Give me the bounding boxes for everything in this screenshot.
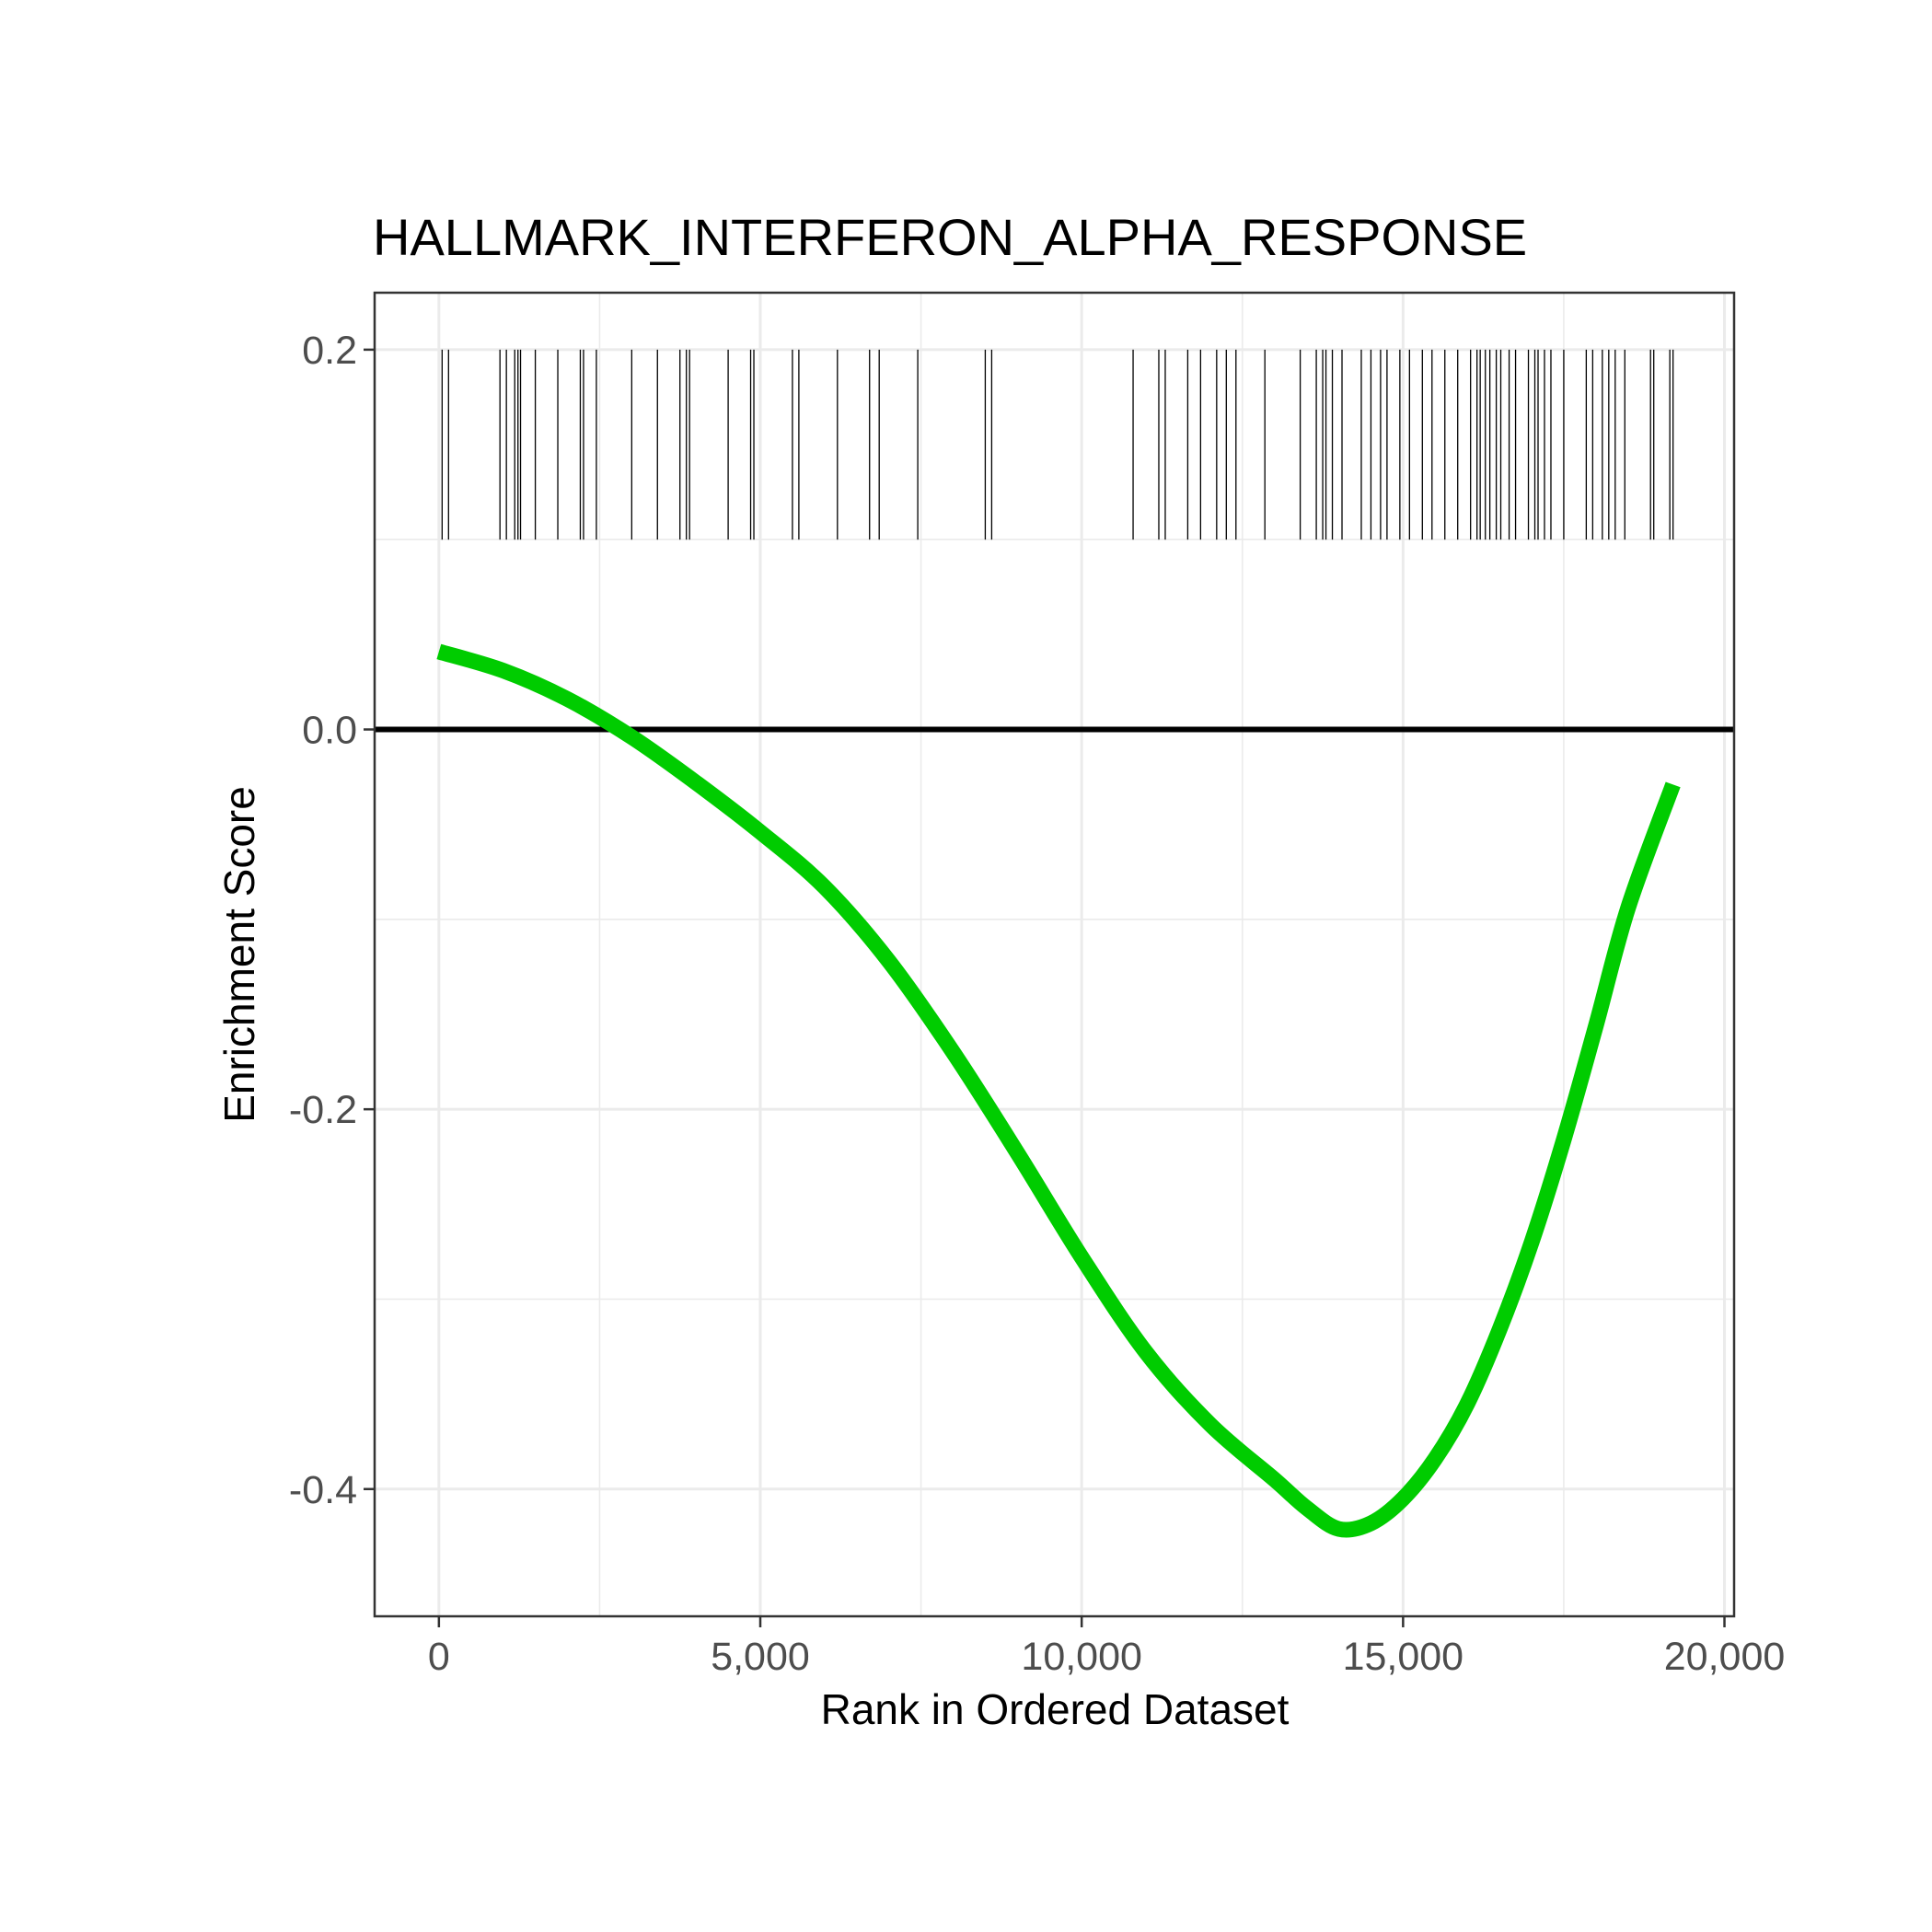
x-axis-tick-label: 10,000 [1021, 1635, 1142, 1679]
x-axis: 0 5,000 10,000 15,000 20,000 [428, 1616, 1785, 1679]
y-axis-tick-label: -0.2 [289, 1088, 357, 1132]
y-axis-title: Enrichment Score [215, 786, 263, 1123]
major-gridlines [375, 293, 1734, 1616]
gene-hit-marks [441, 349, 1674, 540]
x-axis-title: Rank in Ordered Dataset [821, 1685, 1290, 1733]
plot-panel-border [373, 291, 1736, 1618]
plot-background [375, 293, 1734, 1616]
x-axis-tick-label: 5,000 [711, 1635, 810, 1679]
enrichment-score-curve [436, 643, 1681, 1538]
y-axis: -0.4 -0.2 0.0 0.2 [289, 329, 375, 1512]
x-axis-tick-label: 20,000 [1664, 1635, 1786, 1679]
x-axis-tick-label: 0 [428, 1635, 450, 1679]
y-axis-tick-label: 0.0 [302, 709, 357, 753]
y-axis-tick-label: -0.4 [289, 1468, 357, 1512]
y-axis-tick-label: 0.2 [302, 329, 357, 373]
chart-title: HALLMARK_INTERFERON_ALPHA_RESPONSE [373, 208, 1527, 266]
x-axis-tick-label: 15,000 [1343, 1635, 1464, 1679]
